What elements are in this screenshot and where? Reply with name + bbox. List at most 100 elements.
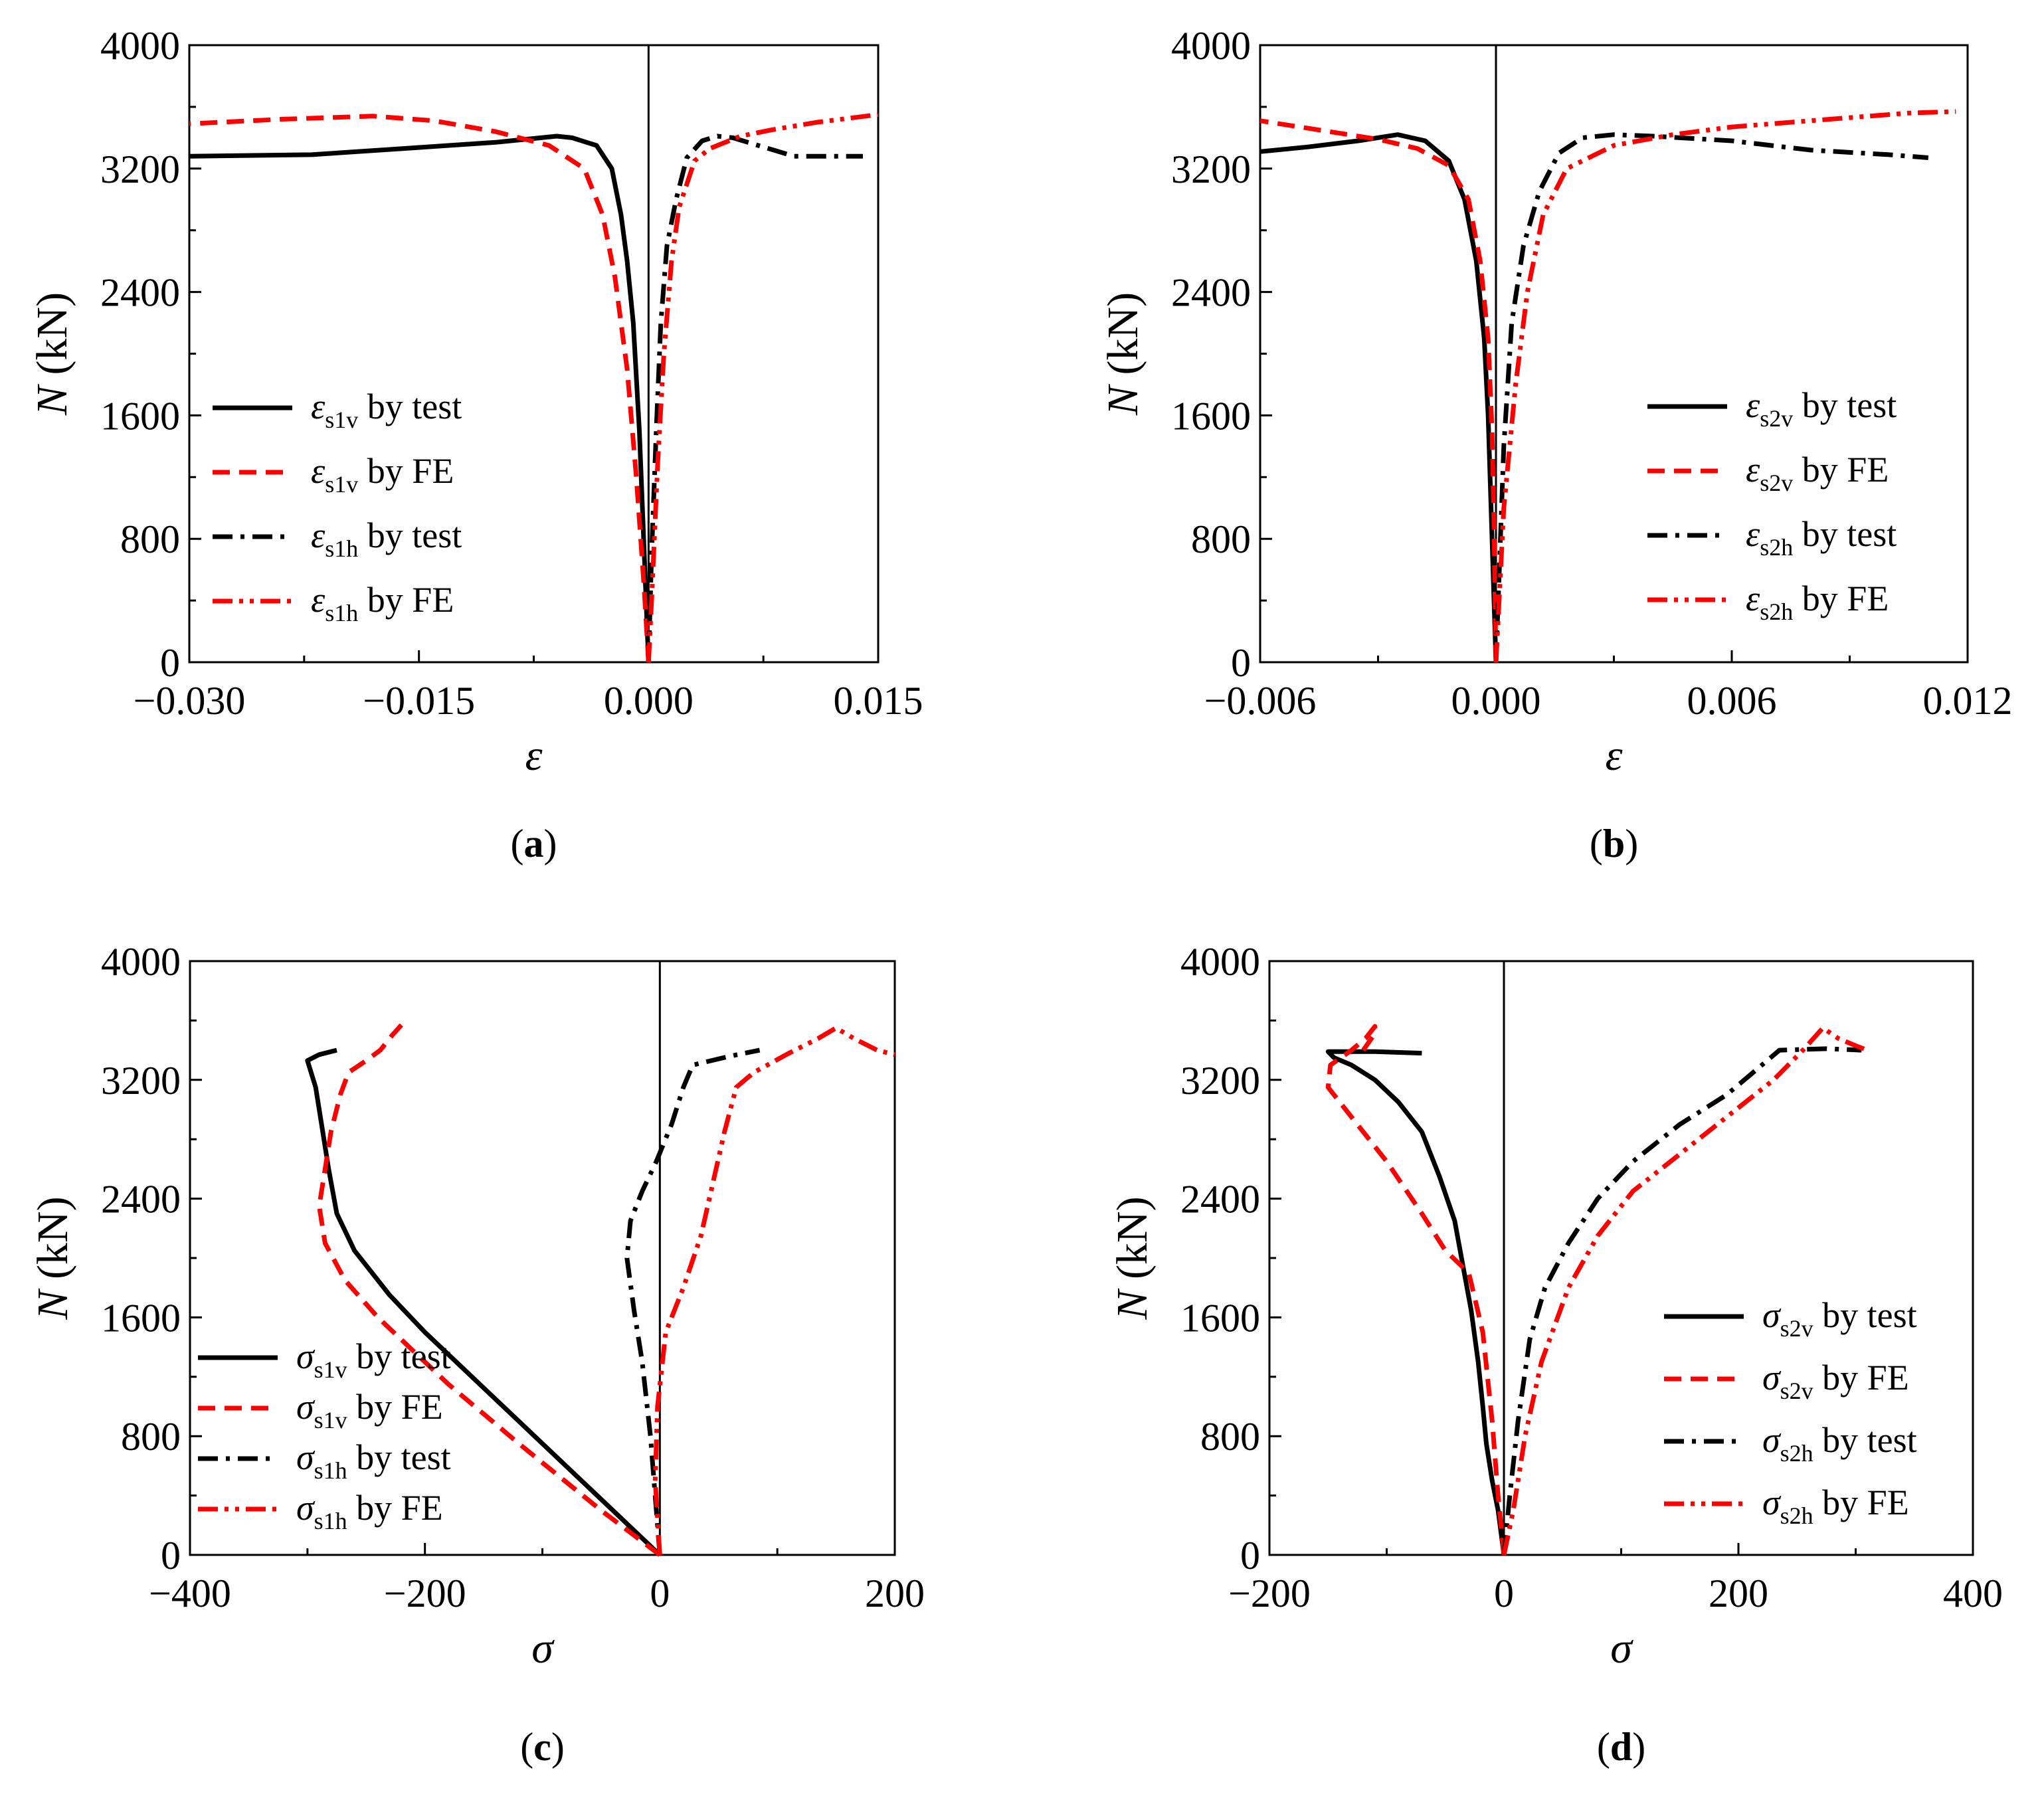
chart-panel-a: 0 800 1600 2400 3200 4000 −0.030 −0.015 0.000 0.0… — [28, 24, 923, 865]
legend-subscript: s2h — [1760, 598, 1793, 625]
legend-symbol: σ — [1762, 1420, 1782, 1460]
y-tick-label: 4000 — [1171, 24, 1251, 68]
legend-suffix: by test — [358, 387, 462, 426]
y-axis-unit: (kN) — [29, 1196, 77, 1290]
y-tick-label: 2400 — [101, 1178, 181, 1221]
panel-label: (c) — [520, 1725, 565, 1769]
legend-symbol: ε — [311, 387, 325, 426]
series-line-s2h-fe — [1493, 109, 1956, 663]
x-tick-label: 0.015 — [834, 679, 923, 723]
x-tick-label: −0.015 — [363, 679, 475, 723]
y-tick-label: 800 — [121, 1415, 181, 1459]
legend-entry: σs2h by FE — [1762, 1483, 1909, 1529]
series-line-s1h-fe — [652, 1026, 895, 1556]
legend-symbol: σ — [1762, 1295, 1782, 1335]
y-tick-label: 4000 — [1180, 940, 1260, 984]
legend-suffix: by FE — [1793, 579, 1889, 618]
panel-paren-close: ) — [551, 1725, 565, 1769]
legend-subscript: s2v — [1780, 1378, 1813, 1404]
y-tick-label: 2400 — [100, 271, 180, 315]
legend-entry: σs2v by FE — [1762, 1358, 1909, 1404]
panel-paren-close: ) — [544, 822, 557, 865]
legend-entry: σs1h by FE — [296, 1488, 443, 1534]
x-tick-label: 200 — [865, 1572, 925, 1615]
y-tick-label: 0 — [1240, 1534, 1260, 1577]
panel-paren-open: ( — [1590, 822, 1603, 865]
legend-suffix: by test — [1793, 385, 1897, 425]
legend-entry: εs2h by FE — [1746, 579, 1889, 625]
legend-suffix: by FE — [347, 1387, 443, 1427]
series-line-s1v-fe — [317, 1023, 662, 1557]
legend-symbol: ε — [1746, 579, 1760, 618]
x-tick-label: −400 — [149, 1572, 231, 1615]
legend-suffix: by test — [1793, 514, 1897, 554]
y-tick-label: 0 — [161, 1534, 181, 1577]
legend-symbol: ε — [311, 515, 325, 555]
legend-suffix: by FE — [1813, 1483, 1909, 1522]
y-tick-label: 2400 — [1171, 271, 1251, 315]
legend-suffix: by FE — [1813, 1358, 1909, 1397]
panel-letter: a — [524, 822, 544, 865]
chart-panel-b: 0 800 1600 2400 3200 4000 −0.006 0.000 0.006 0.01… — [1099, 24, 2013, 865]
legend-suffix: by test — [1813, 1295, 1917, 1335]
x-tick-label: 200 — [1709, 1572, 1768, 1615]
series-line-s1v-test — [189, 134, 651, 663]
panel-letter: c — [533, 1725, 551, 1769]
legend-subscript: s1v — [325, 406, 358, 433]
series-line-s1h-fe — [646, 112, 879, 663]
x-tick-label: 0.006 — [1687, 679, 1777, 723]
y-axis-title: N (kN) — [1099, 292, 1147, 416]
series-line-s2h-fe — [1501, 1026, 1869, 1556]
legend-suffix: by FE — [358, 451, 454, 491]
y-axis-title: N (kN) — [29, 1196, 77, 1320]
legend-symbol: ε — [1746, 514, 1760, 554]
legend-entry: σs1v by FE — [296, 1387, 443, 1433]
y-axis-symbol: N — [28, 383, 76, 416]
y-tick-label: 3200 — [100, 147, 180, 191]
y-tick-label: 0 — [1231, 641, 1251, 685]
legend-entry: σs1h by test — [296, 1437, 451, 1484]
series-line-s2v-fe — [1325, 1024, 1507, 1556]
y-tick-label: 2400 — [1180, 1178, 1260, 1221]
legend-symbol: σ — [296, 1437, 316, 1477]
series-line-s2v-test — [1325, 1049, 1507, 1556]
legend-subscript: s2h — [1780, 1502, 1813, 1529]
legend-suffix: by FE — [347, 1488, 443, 1528]
y-tick-label: 800 — [1200, 1415, 1260, 1459]
legend-entry: σs2v by test — [1762, 1295, 1917, 1342]
y-tick-label: 3200 — [101, 1059, 181, 1103]
panel-label: (d) — [1597, 1725, 1645, 1769]
x-tick-label: 0 — [1494, 1572, 1514, 1615]
y-tick-label: 1600 — [100, 394, 180, 438]
x-axis-title: σ — [1610, 1624, 1633, 1672]
y-axis-title: N (kN) — [1108, 1196, 1157, 1320]
legend-subscript: s1v — [325, 471, 358, 497]
legend-entry: εs2h by test — [1746, 514, 1897, 561]
panel-label: (a) — [511, 822, 557, 865]
y-tick-label: 1600 — [101, 1296, 181, 1340]
legend-subscript: s2h — [1760, 534, 1793, 561]
panel-paren-open: ( — [520, 1725, 533, 1769]
panel-paren-close: ) — [1632, 1725, 1645, 1769]
legend-entry: εs2v by FE — [1746, 450, 1889, 496]
y-tick-label: 4000 — [100, 24, 180, 68]
legend-symbol: ε — [1746, 450, 1760, 490]
legend-subscript: s1v — [314, 1356, 347, 1383]
series-line-s1h-test — [646, 134, 863, 663]
y-axis-symbol: N — [29, 1288, 77, 1320]
legend-symbol: σ — [296, 1387, 316, 1427]
panel-letter: b — [1603, 822, 1625, 865]
legend-subscript: s2v — [1760, 405, 1793, 432]
x-tick-label: 0.012 — [1923, 679, 2013, 723]
legend-subscript: s2v — [1780, 1315, 1813, 1342]
series-line-s2h-test — [1501, 1046, 1862, 1556]
legend-subscript: s1h — [325, 535, 358, 562]
y-axis-symbol: N — [1108, 1288, 1157, 1320]
legend-subscript: s1h — [314, 1457, 347, 1484]
legend-entry: σs1v by test — [296, 1336, 451, 1383]
x-tick-label: −200 — [1228, 1572, 1311, 1615]
